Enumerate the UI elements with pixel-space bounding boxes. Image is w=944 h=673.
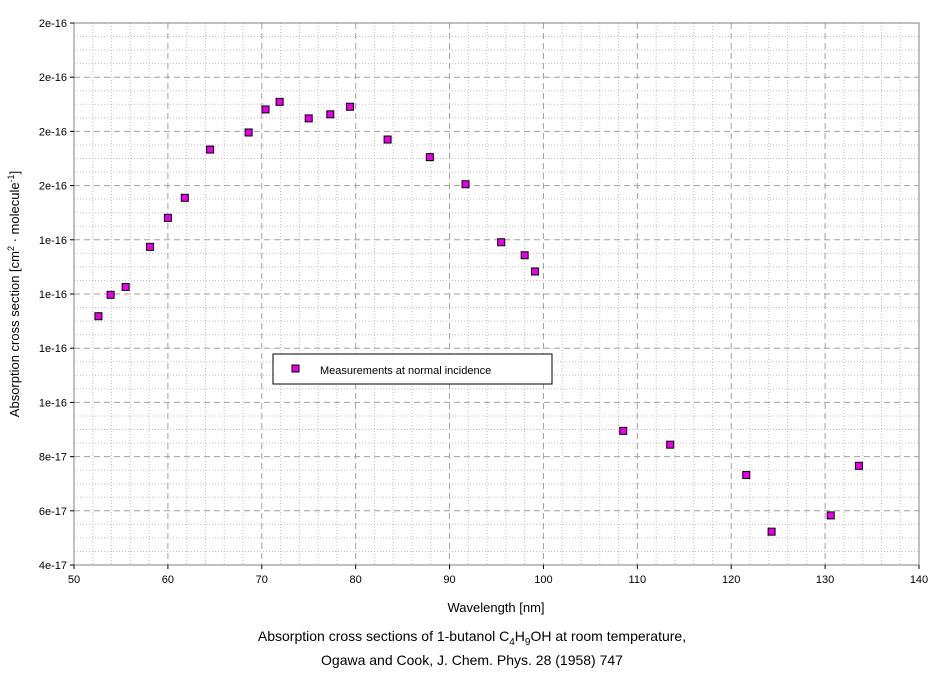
- x-tick-label: 110: [629, 574, 647, 586]
- legend-label: Measurements at normal incidence: [320, 365, 491, 377]
- x-tick-label: 130: [816, 574, 834, 586]
- caption-text-b: H: [514, 628, 525, 644]
- data-point: [146, 242, 155, 251]
- legend-box: [272, 353, 553, 385]
- data-point: [826, 511, 835, 520]
- y-axis-label: Absorption cross section [cm2 · molecule…: [6, 171, 22, 417]
- y-tick-label: 1e-16: [39, 343, 67, 355]
- x-tick-label: 100: [534, 574, 552, 586]
- data-point: [326, 110, 335, 119]
- data-point: [275, 97, 284, 106]
- data-point: [121, 282, 130, 291]
- x-tick-label: 80: [350, 574, 362, 586]
- x-tick-label: 50: [68, 574, 80, 586]
- data-point: [304, 114, 313, 123]
- y-axis-label-part-1: Absorption cross section [cm: [7, 251, 22, 417]
- data-point: [383, 135, 392, 144]
- data-point: [767, 527, 776, 536]
- y-axis-label-sup-2: -1: [6, 174, 16, 182]
- y-tick-label: 6e-17: [39, 506, 67, 518]
- caption-line-2: Ogawa and Cook, J. Chem. Phys. 28 (1958)…: [321, 652, 623, 668]
- y-tick-label: 2e-16: [39, 181, 67, 193]
- data-point: [163, 213, 172, 222]
- caption-line-1: Absorption cross sections of 1-butanol C…: [0, 628, 944, 648]
- data-points: [94, 97, 863, 536]
- y-tick-label: 2e-16: [39, 126, 67, 138]
- data-point: [106, 290, 115, 299]
- legend-marker: [291, 364, 300, 373]
- data-point: [854, 461, 863, 470]
- data-point: [346, 102, 355, 111]
- legend: Measurements at normal incidence: [272, 353, 553, 385]
- y-axis-label-part-2: · molecule: [7, 182, 22, 246]
- data-point: [244, 128, 253, 137]
- data-point: [461, 180, 470, 189]
- data-point: [497, 238, 506, 247]
- y-axis-label-part-3: ]: [7, 171, 22, 175]
- data-point: [530, 267, 539, 276]
- y-tick-label: 4e-17: [39, 560, 67, 572]
- major-gridlines: [74, 23, 919, 565]
- data-point: [742, 471, 751, 480]
- x-tick-label: 120: [722, 574, 740, 586]
- data-point: [666, 440, 675, 449]
- data-point: [180, 193, 189, 202]
- data-point: [261, 105, 270, 114]
- y-axis-label-sup-1: 2: [6, 246, 16, 251]
- y-axis-ticks: 4e-17 6e-17 8e-17 1e-16 1e-16 1e-16 1e-16 2e-16…: [39, 18, 74, 572]
- caption-sub-2: 9: [524, 636, 531, 648]
- x-tick-label: 70: [256, 574, 268, 586]
- x-tick-label: 140: [910, 574, 928, 586]
- caption-text-c: OH at room temperature,: [530, 628, 687, 644]
- scatter-chart: 50 60 70 80 90 100 110 120 130 140 4e-17 6e-17 8e-1…: [6, 18, 928, 615]
- data-point: [425, 153, 434, 162]
- caption-text-a: Absorption cross sections of 1-butanol C: [257, 628, 510, 644]
- data-point: [520, 251, 529, 260]
- y-tick-label: 1e-16: [39, 289, 67, 301]
- y-tick-label: 2e-16: [39, 18, 67, 30]
- y-tick-label: 8e-17: [39, 452, 67, 464]
- x-tick-label: 60: [162, 574, 174, 586]
- x-axis-ticks: 50 60 70 80 90 100 110 120 130 140: [68, 565, 928, 586]
- y-tick-label: 1e-16: [39, 397, 67, 409]
- y-tick-label: 1e-16: [39, 235, 67, 247]
- data-point: [206, 145, 215, 154]
- x-axis-label: Wavelength [nm]: [447, 600, 544, 615]
- x-tick-label: 90: [443, 574, 455, 586]
- y-tick-label: 2e-16: [39, 72, 67, 84]
- data-point: [619, 426, 628, 435]
- data-point: [94, 312, 103, 321]
- caption-sub-1: 4: [509, 636, 515, 648]
